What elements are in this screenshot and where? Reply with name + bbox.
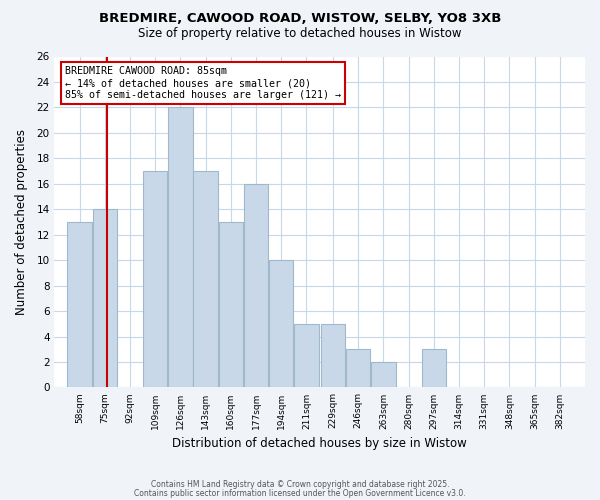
Bar <box>269 260 293 388</box>
Text: Size of property relative to detached houses in Wistow: Size of property relative to detached ho… <box>138 28 462 40</box>
Bar <box>67 222 92 388</box>
X-axis label: Distribution of detached houses by size in Wistow: Distribution of detached houses by size … <box>172 437 467 450</box>
Bar <box>321 324 345 388</box>
Y-axis label: Number of detached properties: Number of detached properties <box>15 129 28 315</box>
Bar <box>371 362 395 388</box>
Bar <box>143 171 167 388</box>
Bar <box>422 349 446 388</box>
Text: BREDMIRE, CAWOOD ROAD, WISTOW, SELBY, YO8 3XB: BREDMIRE, CAWOOD ROAD, WISTOW, SELBY, YO… <box>99 12 501 26</box>
Text: Contains HM Land Registry data © Crown copyright and database right 2025.: Contains HM Land Registry data © Crown c… <box>151 480 449 489</box>
Bar <box>92 209 117 388</box>
Bar <box>244 184 268 388</box>
Bar <box>346 349 370 388</box>
Bar <box>168 108 193 388</box>
Bar <box>294 324 319 388</box>
Text: BREDMIRE CAWOOD ROAD: 85sqm
← 14% of detached houses are smaller (20)
85% of sem: BREDMIRE CAWOOD ROAD: 85sqm ← 14% of det… <box>65 66 341 100</box>
Bar <box>218 222 243 388</box>
Bar <box>193 171 218 388</box>
Text: Contains public sector information licensed under the Open Government Licence v3: Contains public sector information licen… <box>134 488 466 498</box>
